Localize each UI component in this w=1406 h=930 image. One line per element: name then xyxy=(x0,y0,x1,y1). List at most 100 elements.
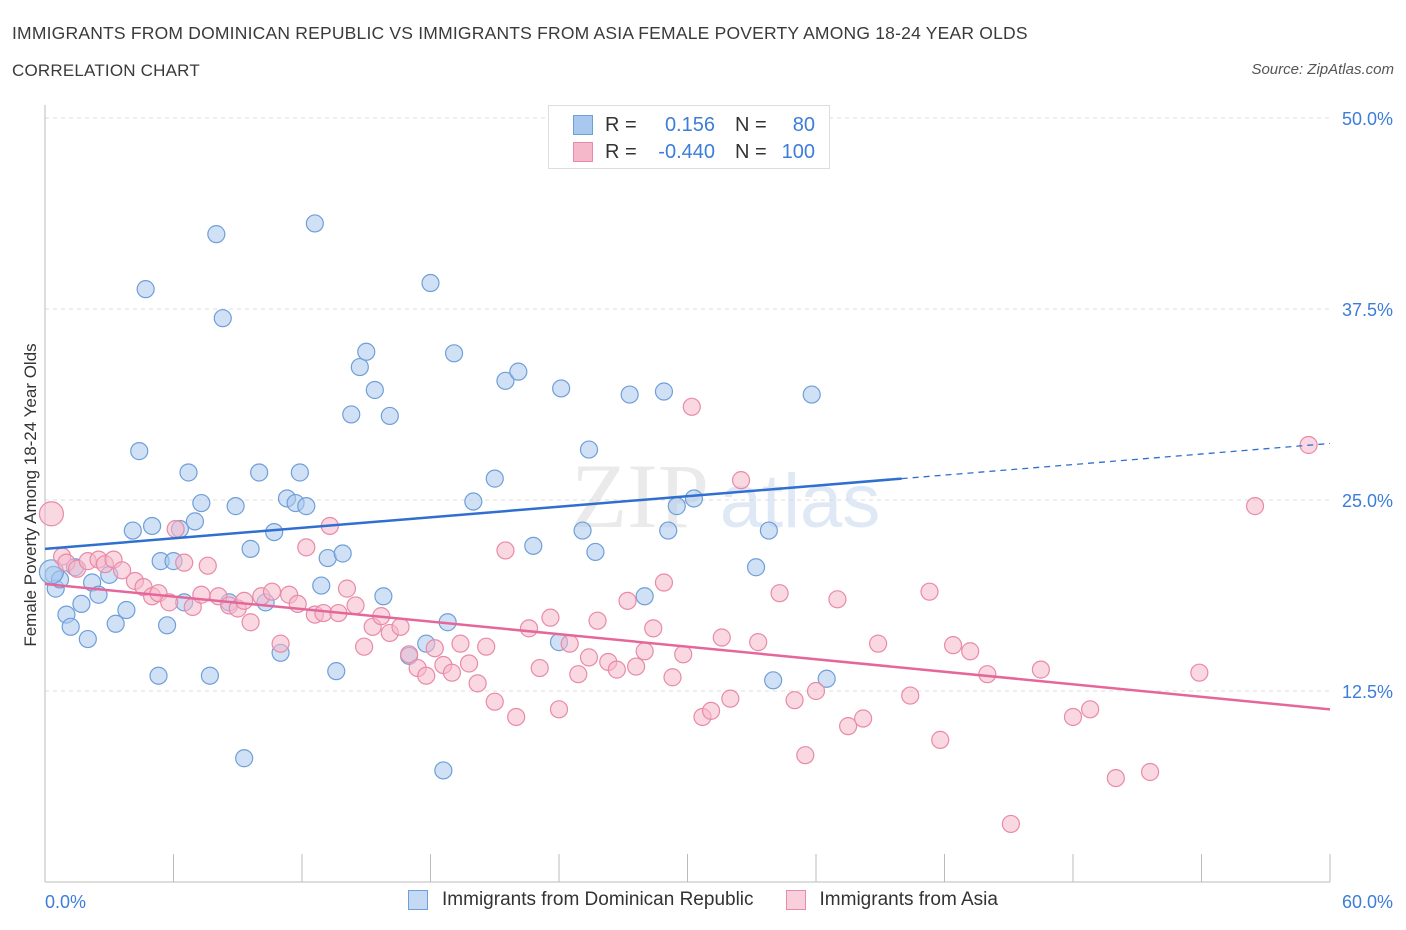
data-point xyxy=(961,642,980,661)
data-point xyxy=(654,382,674,401)
data-point xyxy=(112,561,132,580)
data-point xyxy=(235,591,254,610)
series-dominican-republic xyxy=(38,214,836,780)
y-tick-label: 25.0% xyxy=(1342,491,1393,511)
data-point xyxy=(72,594,91,614)
legend-row-dominican: R = 0.156 N = 80 xyxy=(573,113,815,137)
data-point xyxy=(78,629,97,649)
data-point xyxy=(618,591,637,610)
legend-row-asia: R = -0.440 N = 100 xyxy=(573,140,815,164)
data-point xyxy=(350,357,369,377)
data-point xyxy=(931,730,950,749)
data-point xyxy=(839,717,858,736)
data-point xyxy=(644,619,663,638)
y-axis-label: Female Poverty Among 18-24 Year Olds xyxy=(21,343,40,647)
data-point xyxy=(1063,707,1083,727)
data-point xyxy=(1140,762,1160,782)
series-legend: Immigrants from Dominican Republic Immig… xyxy=(0,889,1406,911)
data-point xyxy=(198,556,217,575)
data-point xyxy=(468,674,487,693)
data-point xyxy=(312,576,331,595)
data-point xyxy=(549,700,569,719)
data-point xyxy=(620,385,639,404)
data-point xyxy=(213,309,232,328)
data-point xyxy=(674,645,693,664)
legend-r-value: 0.156 xyxy=(664,113,715,136)
data-point xyxy=(659,521,678,540)
chart-title: IMMIGRANTS FROM DOMINICAN REPUBLIC VS IM… xyxy=(12,23,1028,43)
data-point xyxy=(684,489,704,508)
source-label: Source: ZipAtlas.com xyxy=(1251,61,1394,78)
legend-n-value: 80 xyxy=(792,113,815,136)
data-point xyxy=(192,493,211,513)
data-point xyxy=(496,371,515,390)
data-point xyxy=(297,497,316,516)
data-point xyxy=(1190,663,1209,682)
data-point xyxy=(579,648,599,667)
data-point xyxy=(635,587,654,606)
axes xyxy=(44,105,1331,883)
legend-swatch-pink xyxy=(785,890,806,910)
data-point xyxy=(552,379,571,398)
data-point xyxy=(166,519,185,539)
data-point xyxy=(943,636,963,655)
data-point xyxy=(785,691,804,710)
watermark: ZIP atlas xyxy=(571,445,880,547)
legend-label-dominican: Immigrants from Dominican Republic xyxy=(442,889,754,910)
data-point xyxy=(746,558,766,577)
data-point xyxy=(485,469,504,488)
data-point xyxy=(297,538,316,557)
data-point xyxy=(496,541,515,560)
data-point xyxy=(701,701,721,720)
data-point xyxy=(61,617,80,636)
data-point xyxy=(241,613,260,632)
data-point xyxy=(123,521,142,540)
data-point xyxy=(524,536,543,555)
data-point xyxy=(764,671,783,690)
data-point xyxy=(477,637,496,656)
data-point xyxy=(586,542,605,562)
data-point xyxy=(485,692,504,711)
legend-swatch-pink xyxy=(573,142,593,162)
data-point xyxy=(588,611,607,630)
data-point xyxy=(365,380,384,400)
legend-n-value: 100 xyxy=(781,140,815,163)
legend-n-label: N = xyxy=(735,113,767,136)
correlation-legend: R = 0.156 N = 80 R = -0.440 N = 100 xyxy=(548,105,830,169)
legend-swatch-blue xyxy=(573,115,593,135)
trend-line-asia xyxy=(44,582,1331,711)
data-point xyxy=(157,616,177,635)
data-point xyxy=(271,634,290,653)
data-point xyxy=(635,642,654,661)
data-point xyxy=(185,512,205,531)
data-point xyxy=(305,214,324,233)
data-point xyxy=(374,587,393,606)
data-point xyxy=(391,617,410,636)
data-point xyxy=(207,225,226,244)
data-point xyxy=(607,660,626,679)
series-asia xyxy=(38,397,1318,834)
data-point xyxy=(901,686,920,705)
data-point xyxy=(175,553,194,572)
data-point xyxy=(442,663,462,682)
data-point xyxy=(541,608,560,627)
legend-n-label: N = xyxy=(735,140,767,163)
data-point xyxy=(235,749,254,768)
data-point xyxy=(1245,497,1265,516)
data-point xyxy=(160,593,179,612)
data-point xyxy=(262,582,282,601)
data-point xyxy=(509,362,528,381)
data-point xyxy=(507,707,526,727)
legend-item-asia: Immigrants from Asia xyxy=(785,889,998,911)
data-point xyxy=(149,666,168,685)
data-point xyxy=(355,637,374,656)
data-point xyxy=(434,761,453,780)
data-point xyxy=(130,442,149,461)
y-tick-label: 37.5% xyxy=(1342,300,1393,320)
trend-lines xyxy=(44,442,1331,711)
data-point xyxy=(200,666,220,685)
data-point xyxy=(770,584,789,603)
data-point xyxy=(425,639,444,658)
data-point xyxy=(399,645,419,664)
data-point xyxy=(806,681,826,701)
